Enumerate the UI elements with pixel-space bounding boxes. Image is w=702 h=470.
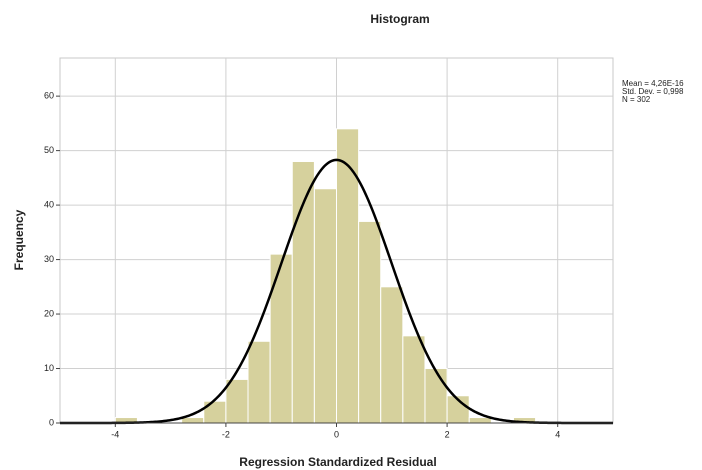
chart-title: Histogram bbox=[370, 12, 429, 26]
y-tick-label: 20 bbox=[44, 308, 54, 318]
y-tick-label: 40 bbox=[44, 199, 54, 209]
x-tick-label: 2 bbox=[445, 429, 450, 439]
bar bbox=[313, 188, 338, 424]
x-tick-label: 0 bbox=[334, 429, 339, 439]
y-tick-label: 10 bbox=[44, 363, 54, 373]
x-axis-label: Regression Standardized Residual bbox=[239, 455, 436, 469]
normal-curve bbox=[60, 158, 613, 425]
x-tick-label: 4 bbox=[555, 429, 560, 439]
y-tick-label: 0 bbox=[49, 417, 54, 427]
x-tick-label: -4 bbox=[111, 429, 119, 439]
stats-label: Std. Dev. = 0,998 bbox=[622, 87, 684, 96]
bar bbox=[358, 220, 382, 424]
y-tick-label: 50 bbox=[44, 145, 54, 155]
bar bbox=[269, 253, 293, 424]
bar bbox=[380, 286, 404, 424]
bar bbox=[225, 378, 249, 424]
stats-label: Mean = 4,26E-16 bbox=[622, 79, 684, 88]
bar bbox=[402, 335, 426, 424]
bar bbox=[247, 340, 271, 424]
bar bbox=[468, 417, 492, 424]
stats-label: N = 302 bbox=[622, 95, 651, 104]
bar bbox=[181, 417, 205, 424]
y-tick-label: 60 bbox=[44, 91, 54, 101]
x-tick-label: -2 bbox=[222, 429, 230, 439]
bar bbox=[203, 400, 227, 424]
y-axis-label: Frequency bbox=[12, 209, 26, 270]
y-tick-label: 30 bbox=[44, 254, 54, 264]
bar bbox=[424, 368, 448, 424]
